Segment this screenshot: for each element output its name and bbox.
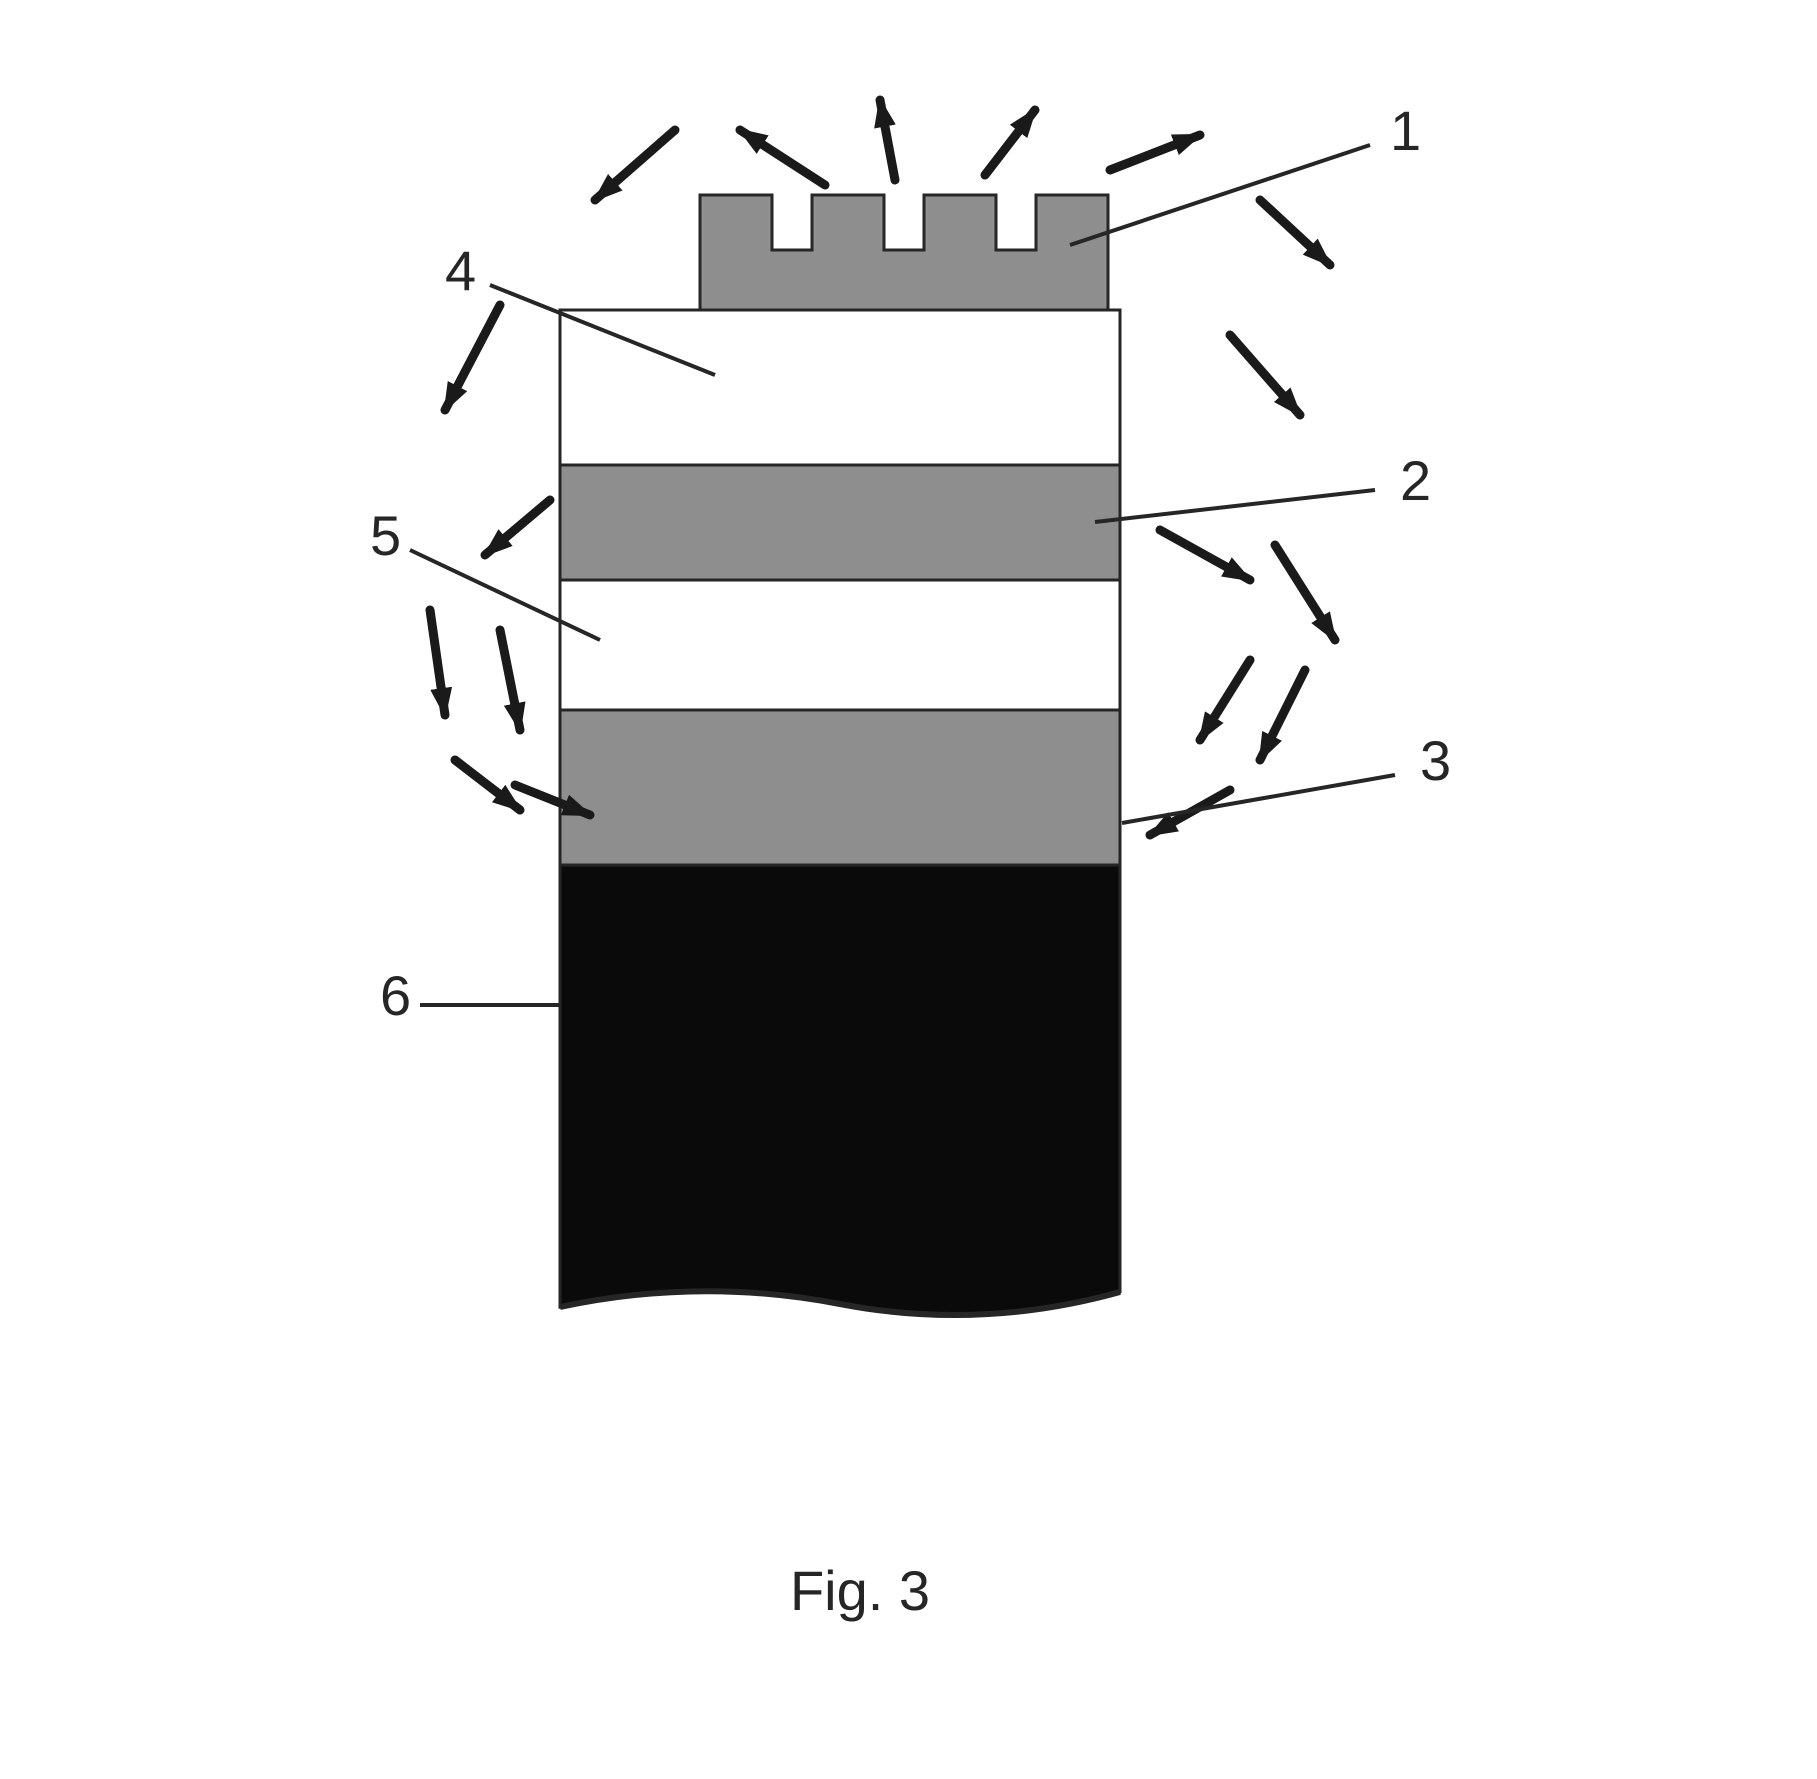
flow-arrow-4 (1260, 200, 1330, 265)
flow-arrow-6 (1160, 530, 1250, 580)
figure-caption: Fig. 3 (790, 1559, 930, 1622)
label-leader-1 (1070, 145, 1370, 245)
flow-arrow-15 (500, 630, 520, 730)
flow-arrow-5 (1230, 335, 1300, 415)
flow-arrow-11 (595, 130, 675, 200)
layer5 (560, 580, 1120, 710)
flow-arrow-7 (1275, 545, 1335, 640)
label-number-5: 5 (370, 504, 401, 567)
layer6-curved (560, 865, 1120, 1315)
flow-arrow-14 (430, 610, 445, 715)
flow-arrow-9 (1260, 670, 1305, 760)
crenellation-top (700, 195, 1108, 310)
flow-arrow-8 (1200, 660, 1250, 740)
flow-arrow-2 (985, 110, 1035, 175)
flow-arrow-16 (455, 760, 520, 810)
layer3 (560, 710, 1120, 865)
label-number-4: 4 (445, 239, 476, 302)
label-number-2: 2 (1400, 449, 1431, 512)
flow-arrow-1 (880, 100, 895, 180)
flow-arrow-13 (485, 500, 550, 555)
label-number-6: 6 (380, 964, 411, 1027)
label-leader-3 (1122, 775, 1395, 823)
layer4 (560, 310, 1120, 465)
layer-stack (556, 310, 1124, 1350)
label-number-3: 3 (1420, 729, 1451, 792)
flow-arrow-0 (740, 130, 825, 185)
layer2 (560, 465, 1120, 580)
flow-arrow-3 (1110, 135, 1200, 170)
label-leader-2 (1095, 490, 1375, 522)
flow-arrow-12 (445, 305, 500, 410)
label-number-1: 1 (1390, 99, 1421, 162)
